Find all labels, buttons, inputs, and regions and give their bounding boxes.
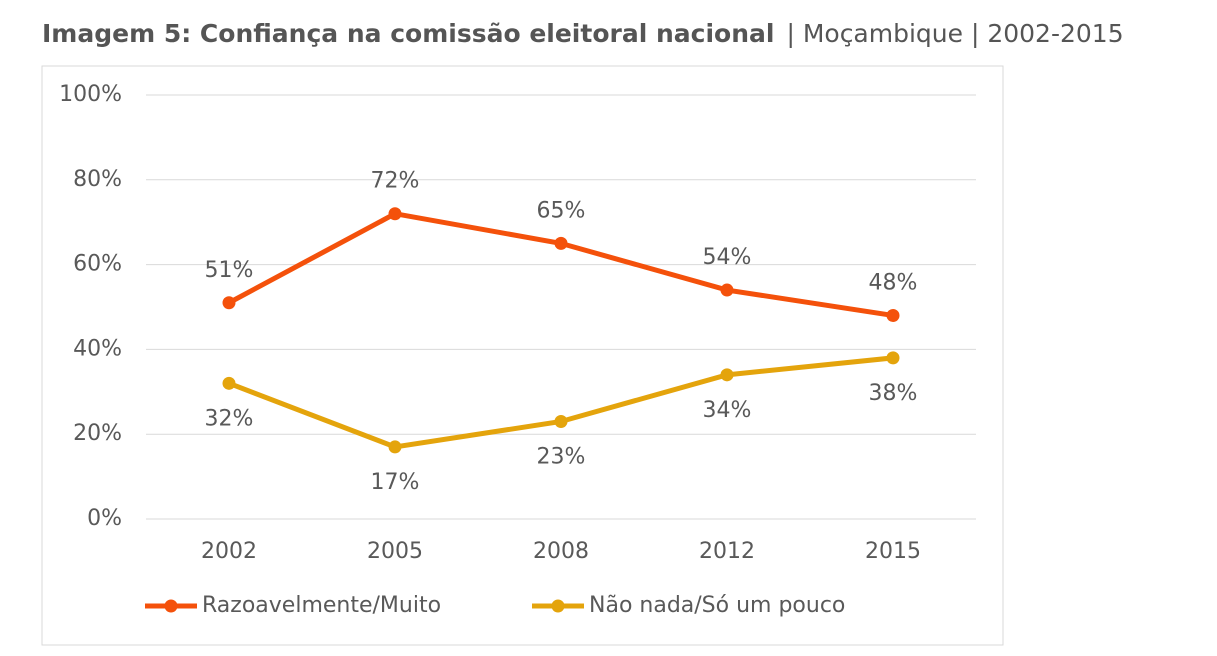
x-tick-label: 2005 <box>367 539 423 564</box>
legend-marker <box>164 599 178 613</box>
data-point <box>388 207 402 221</box>
y-tick-label: 80% <box>73 167 122 192</box>
data-label: 48% <box>869 270 918 295</box>
data-label: 38% <box>869 381 918 406</box>
x-tick-label: 2015 <box>865 539 921 564</box>
y-tick-label: 100% <box>59 82 122 107</box>
data-label: 54% <box>703 245 752 270</box>
data-label: 51% <box>205 258 254 283</box>
data-label: 17% <box>371 470 420 495</box>
y-tick-label: 60% <box>73 252 122 277</box>
data-point <box>720 368 734 382</box>
legend-marker <box>551 599 565 613</box>
data-point <box>222 296 236 310</box>
y-tick-label: 40% <box>73 336 122 361</box>
data-point <box>554 414 568 428</box>
legend-label: Não nada/Só um pouco <box>589 593 845 618</box>
data-point <box>554 236 568 250</box>
data-label: 65% <box>537 198 586 223</box>
chart-frame <box>41 65 1004 646</box>
chart-subtitle: | Moçambique | 2002-2015 <box>786 19 1123 48</box>
y-tick-label: 20% <box>73 421 122 446</box>
legend-label: Razoavelmente/Muito <box>202 593 441 618</box>
data-label: 32% <box>205 406 254 431</box>
data-label: 23% <box>537 444 586 469</box>
data-point <box>886 351 900 365</box>
data-point <box>720 283 734 297</box>
x-tick-label: 2008 <box>533 539 589 564</box>
data-label: 72% <box>371 169 420 194</box>
data-label: 34% <box>703 398 752 423</box>
x-tick-label: 2002 <box>201 539 257 564</box>
y-tick-label: 0% <box>87 506 122 531</box>
data-point <box>886 308 900 322</box>
data-point <box>388 440 402 454</box>
chart-title: Imagem 5: Confiança na comissão eleitora… <box>42 19 774 48</box>
data-point <box>222 376 236 390</box>
x-tick-label: 2012 <box>699 539 755 564</box>
